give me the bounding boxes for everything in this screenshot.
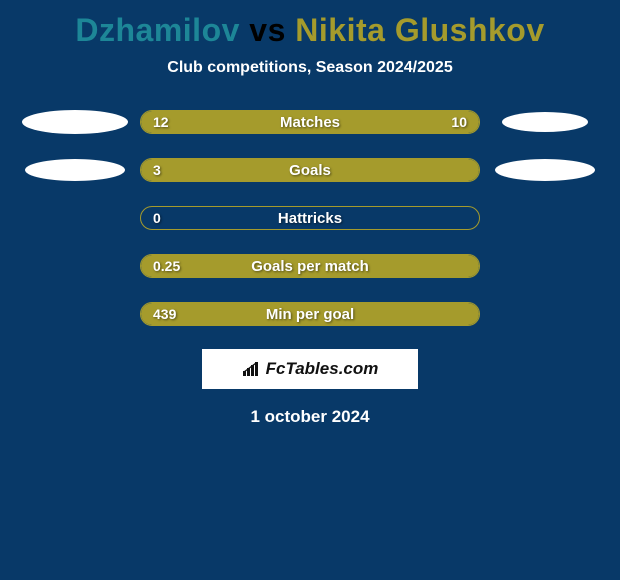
- right-indicator: [480, 112, 610, 132]
- stat-row: 439Min per goal: [0, 301, 620, 327]
- stat-bar: 0Hattricks: [140, 206, 480, 230]
- right-indicator: [480, 159, 610, 181]
- stat-bar: 439Min per goal: [140, 302, 480, 326]
- stat-label: Goals: [141, 159, 479, 181]
- stat-label: Hattricks: [141, 207, 479, 229]
- stat-bar: 3Goals: [140, 158, 480, 182]
- date-text: 1 october 2024: [0, 407, 620, 427]
- stat-bar: 12Matches10: [140, 110, 480, 134]
- stat-row: 0.25Goals per match: [0, 253, 620, 279]
- ellipse-icon: [22, 110, 128, 134]
- comparison-chart: 12Matches10 3Goals 0Hattricks 0.25Goals per…: [0, 109, 620, 327]
- ellipse-icon: [25, 159, 125, 181]
- player1-name: Dzhamilov: [75, 12, 240, 48]
- subtitle: Club competitions, Season 2024/2025: [0, 59, 620, 77]
- stat-row: 3Goals: [0, 157, 620, 183]
- player2-name: Nikita Glushkov: [295, 12, 544, 48]
- stat-row: 0Hattricks: [0, 205, 620, 231]
- left-indicator: [10, 159, 140, 181]
- ellipse-icon: [495, 159, 595, 181]
- logo-text: FcTables.com: [266, 359, 379, 379]
- stat-label: Matches: [141, 111, 479, 133]
- logo-box: FcTables.com: [202, 349, 418, 389]
- stat-row: 12Matches10: [0, 109, 620, 135]
- left-indicator: [10, 110, 140, 134]
- bar-chart-icon: [242, 361, 262, 377]
- stat-label: Min per goal: [141, 303, 479, 325]
- vs-text: vs: [240, 12, 295, 48]
- stat-label: Goals per match: [141, 255, 479, 277]
- ellipse-icon: [502, 112, 588, 132]
- right-value: 10: [451, 111, 467, 133]
- comparison-title: Dzhamilov vs Nikita Glushkov: [0, 0, 620, 49]
- stat-bar: 0.25Goals per match: [140, 254, 480, 278]
